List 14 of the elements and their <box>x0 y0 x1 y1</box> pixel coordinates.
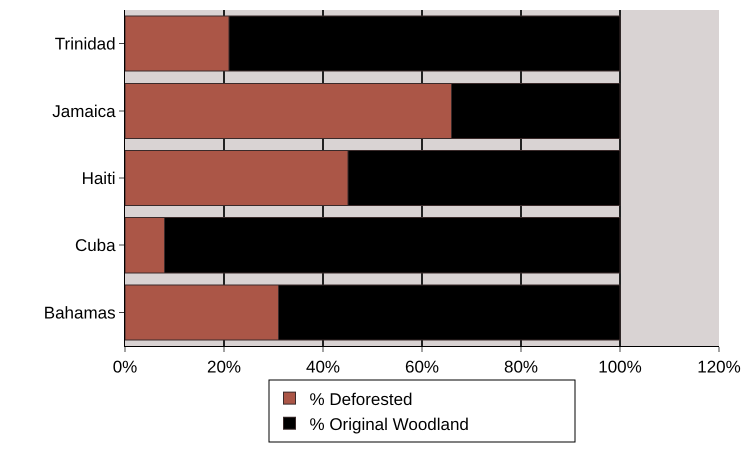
legend-label: % Original Woodland <box>310 414 469 434</box>
x-tick-label: 40% <box>306 357 340 376</box>
y-tick-label: Cuba <box>74 236 116 256</box>
x-tick-label: 80% <box>504 357 538 376</box>
x-tick-label: 100% <box>598 357 642 376</box>
y-tick-label: Trinidad <box>54 34 116 54</box>
y-tick-label: Jamaica <box>52 102 116 121</box>
y-tick-label: Bahamas <box>44 303 116 322</box>
x-tick-label: 60% <box>404 357 440 376</box>
legend-label: % Deforested <box>310 390 412 409</box>
y-tick-label: Haiti <box>82 168 116 188</box>
x-tick-label: 0% <box>112 357 138 376</box>
x-tick-label: 20% <box>206 357 242 376</box>
x-tick-label: 120% <box>697 357 741 376</box>
